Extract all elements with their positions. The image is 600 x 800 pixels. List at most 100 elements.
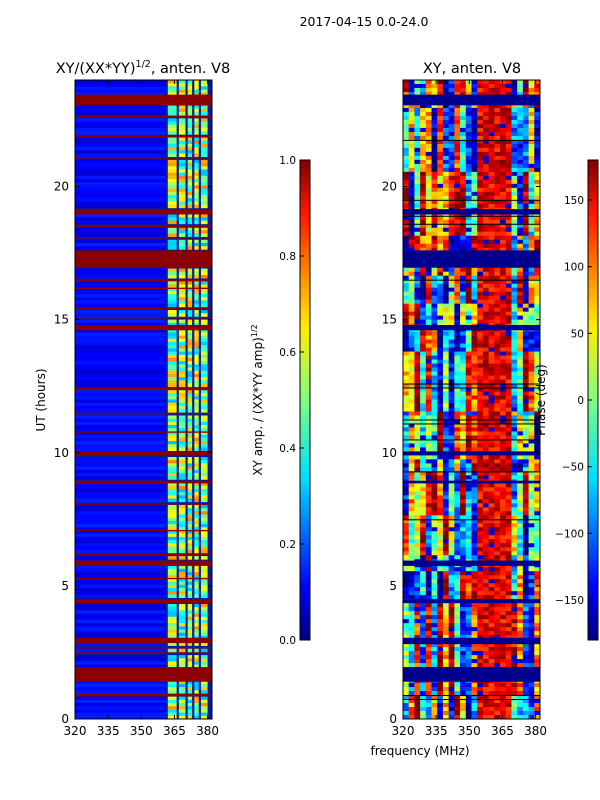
phase-cell	[431, 419, 438, 424]
phase-cell	[465, 443, 472, 448]
phase-cell	[408, 635, 415, 640]
phase-cell	[403, 83, 410, 89]
phase-cell	[437, 367, 444, 372]
phase-cell	[488, 227, 495, 233]
phase-cell	[517, 619, 524, 624]
phase-cell	[408, 319, 415, 325]
phase-cell	[420, 403, 427, 408]
amp-cell	[187, 603, 193, 608]
phase-cell	[488, 699, 495, 704]
phase-cell	[522, 331, 529, 336]
phase-cell	[414, 687, 421, 692]
phase-cell	[448, 219, 455, 225]
phase-cell	[517, 591, 524, 596]
amp-cell	[167, 329, 177, 333]
phase-cell	[448, 579, 455, 584]
phase-cell	[454, 387, 461, 392]
phase-cell	[465, 299, 472, 305]
phase-cell	[442, 595, 450, 600]
phase-cell	[437, 523, 444, 528]
phase-cell	[454, 527, 461, 532]
amp-cell	[187, 457, 193, 461]
phase-cell	[517, 379, 524, 384]
phase-cell	[403, 631, 410, 636]
amp-cell	[167, 268, 177, 273]
amp-cell	[187, 488, 193, 493]
phase-cell	[528, 267, 535, 273]
phase-cell	[414, 267, 421, 273]
phase-cell	[454, 203, 461, 209]
phase-cell	[517, 551, 524, 556]
phase-cell	[505, 115, 512, 121]
phase-cell	[465, 503, 472, 508]
phase-cell	[420, 691, 427, 696]
phase-cell	[494, 603, 501, 608]
phase-cell	[414, 271, 421, 277]
phase-cell	[477, 311, 484, 317]
phase-cell	[454, 635, 461, 640]
phase-cell	[477, 519, 484, 524]
phase-cell	[425, 87, 432, 93]
amp-cell	[200, 195, 208, 199]
phase-cell	[517, 179, 524, 185]
phase-cell	[448, 535, 455, 540]
phase-cell	[482, 431, 490, 436]
phase-cell	[465, 587, 472, 592]
phase-cell	[437, 407, 444, 412]
phase-cell	[420, 703, 427, 708]
amp-cell	[178, 549, 186, 554]
phase-cell	[454, 219, 461, 225]
phase-cell	[437, 131, 444, 137]
amp-cell	[194, 607, 199, 611]
phase-cell	[403, 411, 410, 416]
phase-cell	[488, 391, 495, 396]
phase-cell	[442, 703, 450, 708]
phase-cell	[482, 347, 490, 352]
phase-cell	[403, 407, 410, 412]
phase-cell	[408, 227, 415, 233]
amp-cell	[200, 485, 208, 490]
phase-cell	[500, 503, 507, 508]
phase-cell	[517, 115, 524, 121]
phase-cell	[494, 343, 501, 348]
phase-cell	[517, 603, 524, 608]
phase-cell	[425, 555, 432, 560]
phase-cell	[460, 143, 467, 149]
phase-cell	[465, 471, 472, 476]
phase-cell	[454, 239, 461, 245]
phase-cell	[403, 199, 410, 205]
phase-cell	[408, 411, 415, 416]
phase-cell	[494, 483, 501, 488]
y-axis-label-ut: UT (hours)	[34, 368, 48, 431]
phase-cell	[442, 455, 450, 460]
phase-cell	[511, 459, 518, 464]
phase-cell	[465, 615, 472, 620]
amp-cell	[75, 338, 166, 343]
phase-cell	[454, 631, 461, 636]
phase-cell	[403, 307, 410, 313]
phase-cell	[437, 151, 444, 157]
phase-cell	[465, 171, 472, 177]
amp-cell	[178, 179, 186, 183]
phase-cell	[488, 299, 495, 305]
phase-cell	[505, 159, 512, 165]
phase-cell	[403, 343, 410, 348]
phase-cell	[403, 311, 410, 317]
phase-cell	[442, 539, 450, 544]
amp-cell	[75, 140, 166, 145]
phase-cell	[534, 351, 541, 356]
amp-cell	[167, 488, 177, 493]
amp-cell	[200, 201, 208, 206]
phase-xtick-label: 335	[425, 724, 448, 738]
phase-cell	[505, 80, 512, 85]
phase-cell	[482, 555, 490, 560]
amp-cell	[75, 351, 166, 356]
phase-cell	[494, 695, 501, 700]
phase-cell	[420, 443, 427, 448]
phase-cell	[522, 287, 529, 293]
phase-cell	[408, 523, 415, 528]
phase-cell	[488, 243, 495, 249]
phase-cell	[534, 603, 541, 608]
phase-cell	[488, 555, 495, 560]
phase-cell	[482, 543, 490, 548]
